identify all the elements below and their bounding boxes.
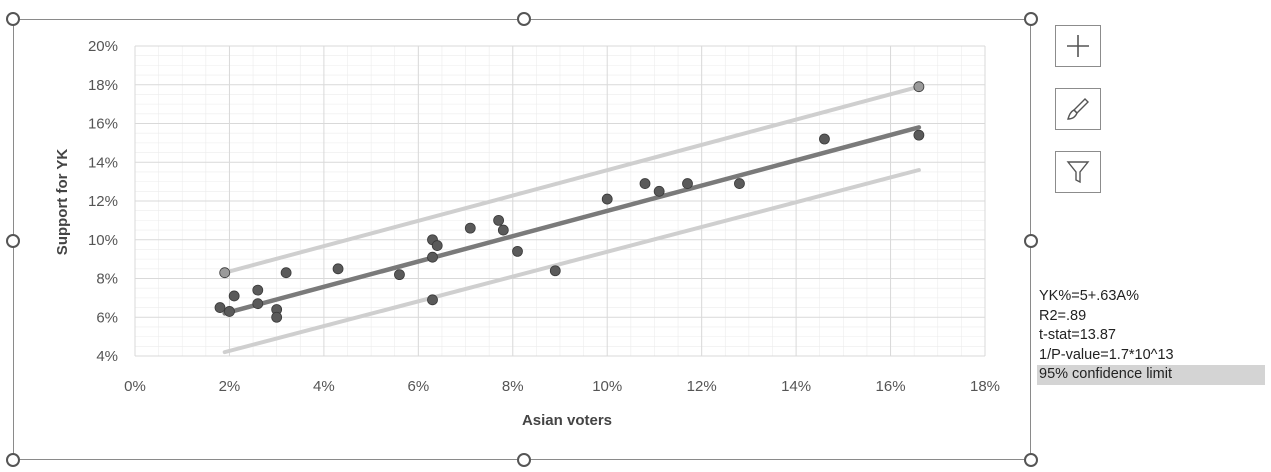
resize-handle-bottom-center[interactable] — [517, 453, 531, 467]
resize-handle-top-left[interactable] — [6, 12, 20, 26]
chart-filters-button[interactable] — [1055, 151, 1101, 193]
data-point — [913, 129, 925, 141]
p-value-label: 1/P-value=1.7*10^13 — [1039, 346, 1174, 363]
y-axis-title: Support for YK — [54, 149, 71, 256]
data-point — [280, 267, 292, 279]
data-point — [549, 265, 561, 277]
scatter-plot: 0% 2% 4% 6% 8% 10% 12% 14% 16% 18% 20% 18% 16% 14% 12%… — [54, 38, 1000, 429]
x-tick-label: 0% — [124, 378, 146, 395]
resize-handle-middle-right[interactable] — [1024, 234, 1038, 248]
x-tick-label: 18% — [970, 378, 1000, 395]
regression-trendline — [222, 125, 922, 316]
confidence-limit-label[interactable]: 95% confidence limit — [1037, 365, 1265, 385]
y-tick-label: 6% — [96, 309, 118, 326]
y-tick-label: 8% — [96, 271, 118, 288]
x-tick-label: 16% — [876, 378, 906, 395]
x-tick-label: 12% — [687, 378, 717, 395]
data-point — [228, 290, 240, 302]
data-point — [252, 284, 264, 296]
data-point — [332, 263, 344, 275]
lower-confidence-line — [222, 168, 921, 355]
x-tick-label: 2% — [219, 378, 241, 395]
filter-icon — [1066, 161, 1090, 184]
upper-confidence-line — [222, 84, 921, 275]
x-tick-label: 4% — [313, 378, 335, 395]
data-point — [394, 269, 405, 281]
y-tick-label: 14% — [88, 154, 118, 171]
data-points — [214, 81, 925, 323]
data-point — [271, 311, 283, 323]
data-point — [252, 298, 264, 310]
data-point — [639, 178, 651, 189]
brush-icon — [1067, 98, 1089, 120]
data-point — [219, 267, 231, 279]
resize-handle-bottom-right[interactable] — [1024, 453, 1038, 467]
x-tick-label: 6% — [407, 378, 429, 395]
x-tick-label: 8% — [502, 378, 524, 395]
x-axis-title: Asian voters — [522, 412, 612, 429]
y-tick-label: 20% — [88, 38, 118, 55]
resize-handle-top-center[interactable] — [517, 12, 531, 26]
trendline-layer — [222, 125, 922, 316]
y-tick-label: 12% — [88, 193, 118, 210]
data-point — [427, 251, 438, 263]
y-tick-label: 4% — [96, 348, 118, 365]
data-point — [431, 240, 443, 251]
data-point — [653, 185, 665, 197]
data-point — [601, 193, 613, 205]
gridlines — [134, 45, 986, 357]
data-point — [427, 294, 438, 306]
x-tick-label: 10% — [592, 378, 622, 395]
regression-stats: YK%=5+.63A% R2=.89 t-stat=13.87 1/P-valu… — [1037, 287, 1265, 385]
data-point — [682, 178, 693, 189]
chart-styles-button[interactable] — [1055, 88, 1101, 130]
data-point — [497, 224, 509, 236]
data-point — [512, 245, 523, 257]
data-point — [493, 214, 505, 226]
resize-handle-bottom-left[interactable] — [6, 453, 20, 467]
t-stat-label: t-stat=13.87 — [1039, 327, 1116, 343]
data-point — [464, 222, 476, 234]
x-tick-label: 14% — [781, 378, 811, 395]
tick-labels: 0% 2% 4% 6% 8% 10% 12% 14% 16% 18% 20% 18% 16% 14% 12%… — [88, 38, 1000, 395]
data-point — [224, 306, 235, 317]
resize-handle-middle-left[interactable] — [6, 234, 20, 248]
resize-handle-top-right[interactable] — [1024, 12, 1038, 26]
data-point — [214, 302, 226, 313]
data-point — [734, 178, 745, 189]
plus-icon — [1067, 35, 1089, 57]
y-tick-label: 18% — [88, 77, 118, 94]
confidence-bands — [222, 84, 921, 355]
equation-label: YK%=5+.63A% — [1039, 288, 1139, 304]
y-tick-label: 10% — [88, 232, 118, 249]
r2-label: R2=.89 — [1039, 307, 1087, 324]
data-point — [819, 133, 830, 145]
chart-elements-button[interactable] — [1055, 25, 1101, 67]
data-point — [913, 81, 925, 93]
y-tick-label: 16% — [88, 116, 118, 133]
